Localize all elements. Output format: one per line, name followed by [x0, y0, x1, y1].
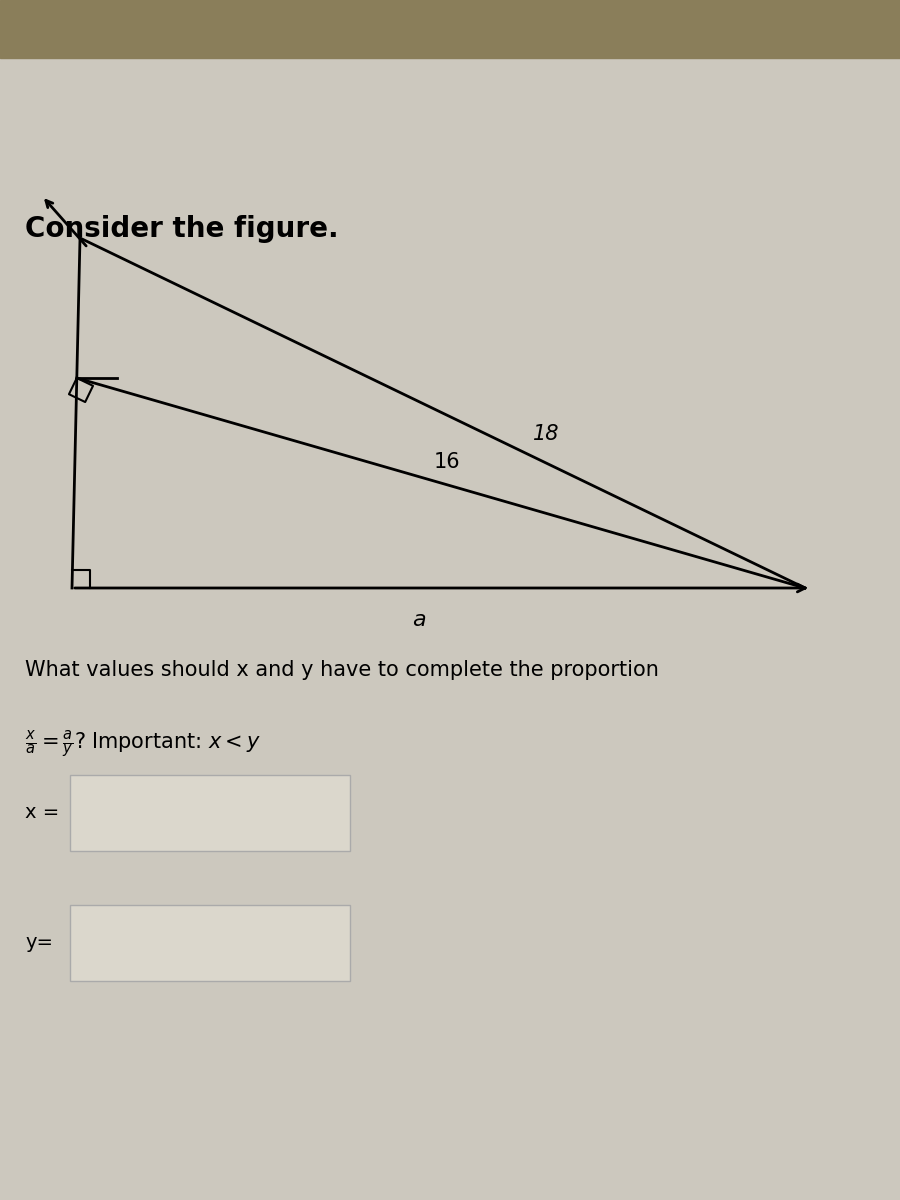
Text: What values should x and y have to complete the proportion: What values should x and y have to compl… [25, 660, 659, 680]
Text: y=: y= [25, 934, 53, 953]
Text: a: a [411, 610, 426, 630]
Text: 16: 16 [434, 451, 461, 472]
Text: 18: 18 [533, 424, 560, 444]
FancyBboxPatch shape [70, 775, 350, 851]
Text: $\frac{x}{a}=\frac{a}{y}$? Important: $x < y$: $\frac{x}{a}=\frac{a}{y}$? Important: $x… [25, 728, 261, 760]
Text: Consider the figure.: Consider the figure. [25, 215, 338, 242]
Bar [0, 0, 900, 58]
Text: x =: x = [25, 804, 59, 822]
FancyBboxPatch shape [70, 905, 350, 982]
